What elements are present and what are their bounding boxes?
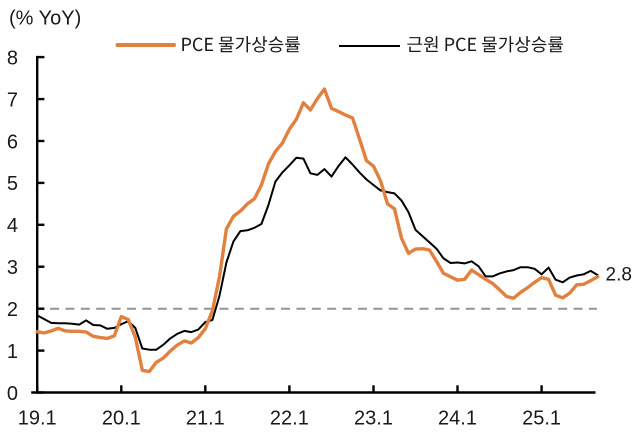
svg-text:7: 7 xyxy=(7,89,18,111)
svg-text:20.1: 20.1 xyxy=(102,408,141,430)
svg-text:23.1: 23.1 xyxy=(354,408,393,430)
svg-text:2.8: 2.8 xyxy=(606,265,632,286)
svg-text:4: 4 xyxy=(7,215,18,237)
svg-text:25.1: 25.1 xyxy=(522,408,561,430)
svg-text:8: 8 xyxy=(7,47,18,69)
svg-text:21.1: 21.1 xyxy=(186,408,225,430)
svg-text:(% YoY): (% YoY) xyxy=(9,8,81,30)
svg-text:0: 0 xyxy=(7,383,18,405)
svg-text:3: 3 xyxy=(7,257,18,279)
svg-text:1: 1 xyxy=(7,341,18,363)
svg-text:2: 2 xyxy=(7,299,18,321)
svg-text:6: 6 xyxy=(7,131,18,153)
svg-text:19.1: 19.1 xyxy=(18,408,57,430)
svg-text:24.1: 24.1 xyxy=(438,408,477,430)
svg-text:5: 5 xyxy=(7,173,18,195)
svg-text:22.1: 22.1 xyxy=(270,408,309,430)
